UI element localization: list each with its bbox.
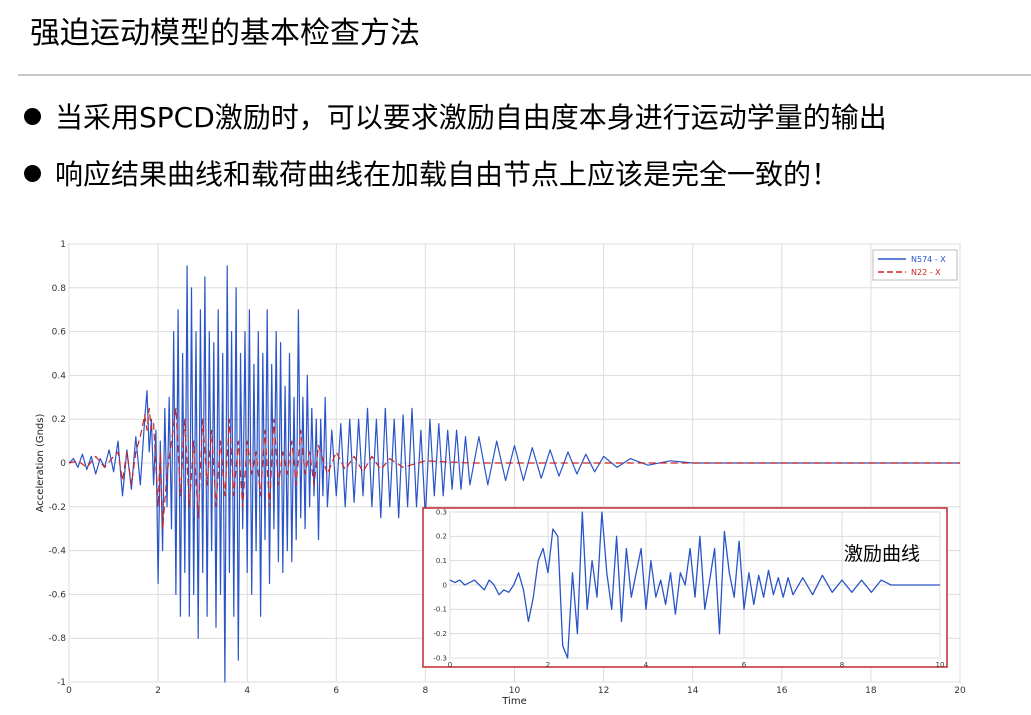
x-tick-label: 8	[423, 686, 429, 696]
x-tick-label: 14	[687, 686, 699, 696]
bullet-text: 响应结果曲线和载荷曲线在加载自由节点上应该是完全一致的！	[55, 158, 840, 191]
series-line	[68, 265, 960, 683]
y-tick-label: 0.6	[52, 328, 67, 338]
x-tick-label: 20	[954, 686, 966, 696]
y-tick-label: -0.2	[433, 630, 447, 638]
bullet-dot-icon	[24, 164, 41, 182]
x-tick-label: 0	[66, 686, 72, 696]
y-tick-label: 0	[443, 581, 447, 589]
x-tick-label: 12	[598, 686, 609, 696]
y-tick-label: 0	[60, 459, 66, 469]
slide-title: 强迫运动模型的基本检查方法	[30, 16, 420, 51]
legend-label: N574 - X	[911, 255, 946, 264]
y-tick-label: 0.3	[436, 508, 447, 516]
inset-annotation: 激励曲线	[844, 543, 920, 565]
series-line	[68, 407, 960, 530]
y-tick-label: 0.1	[436, 557, 447, 565]
bullet-text: 当采用SPCD激励时，可以要求激励自由度本身进行运动学量的输出	[55, 101, 887, 134]
legend: N574 - X N22 - X	[872, 249, 958, 281]
x-tick-label: 10	[936, 661, 945, 669]
y-tick-label: -1	[57, 678, 66, 688]
y-tick-label: 0.8	[52, 284, 67, 294]
y-tick-label: 1	[60, 240, 66, 250]
y-tick-label: 0.4	[52, 371, 67, 381]
y-tick-label: -0.2	[48, 503, 66, 513]
series-line	[449, 511, 940, 659]
x-tick-label: 2	[546, 661, 550, 669]
y-tick-label: 0.2	[52, 415, 66, 425]
x-tick-label: 18	[865, 686, 877, 696]
x-tick-label: 0	[448, 661, 452, 669]
x-tick-label: 4	[644, 661, 649, 669]
legend-label: N22 - X	[911, 268, 941, 277]
y-axis-title: Acceleration (Gnds)	[35, 414, 46, 513]
legend-box	[872, 249, 958, 281]
x-axis-title: Time	[501, 696, 526, 707]
y-tick-label: 0.2	[436, 533, 447, 541]
x-tick-label: 8	[840, 661, 844, 669]
x-tick-label: 4	[244, 686, 250, 696]
inset-chart: 0 2 4 6 8 10 -0.3 -0.2 -0.1 0 0.1 0.2 0.3 激励曲线	[433, 508, 944, 669]
y-tick-label: -0.8	[48, 634, 66, 644]
y-tick-label: -0.6	[48, 590, 66, 600]
x-tick-label: 6	[742, 661, 747, 669]
x-tick-label: 10	[509, 686, 521, 696]
x-tick-label: 6	[333, 686, 339, 696]
x-tick-label: 2	[155, 686, 161, 696]
y-tick-label: -0.4	[48, 547, 66, 557]
bullet-item: 当采用SPCD激励时，可以要求激励自由度本身进行运动学量的输出	[24, 98, 887, 138]
x-tick-label: 16	[776, 686, 788, 696]
title-divider	[18, 74, 1031, 76]
y-tick-label: -0.1	[433, 606, 447, 614]
acceleration-chart: 0 2 4 6 8 10 12 14 16 18 20-1-0.8-0.6-0.4-0.200.20…	[35, 240, 966, 707]
bullet-item: 响应结果曲线和载荷曲线在加载自由节点上应该是完全一致的！	[24, 155, 839, 195]
bullet-dot-icon	[24, 107, 41, 125]
y-tick-label: -0.3	[433, 654, 447, 662]
